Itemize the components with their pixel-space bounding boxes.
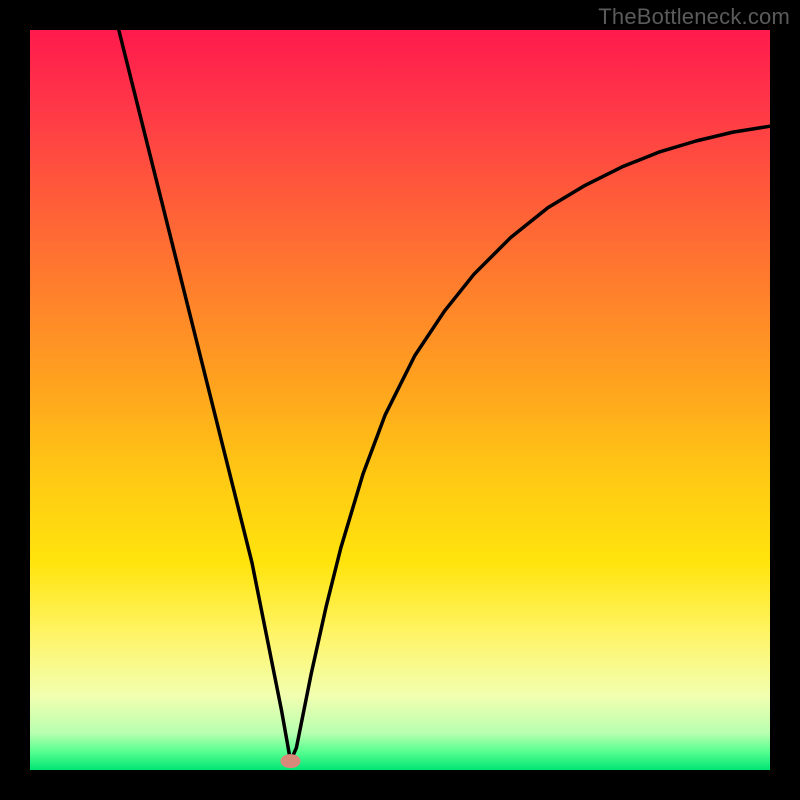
bottleneck-chart (0, 0, 800, 800)
plot-background (30, 30, 770, 770)
chart-container: TheBottleneck.com (0, 0, 800, 800)
watermark-text: TheBottleneck.com (598, 4, 790, 30)
optimal-marker (280, 754, 300, 768)
